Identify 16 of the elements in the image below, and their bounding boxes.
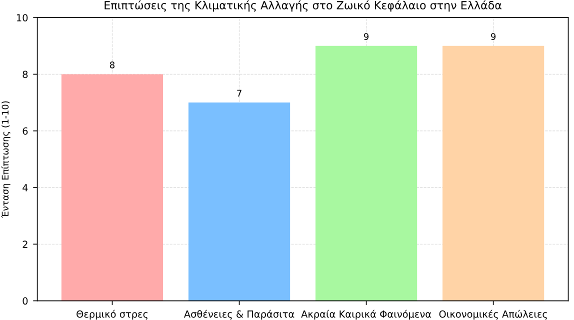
y-tick-label: 4	[22, 184, 28, 192]
y-axis-title: Ένταση Επίπτωσης (1-10)	[1, 101, 10, 218]
chart-title: Επιπτώσεις της Κλιματικής Αλλαγής στο Ζωικό Κεφάλαιο στην Ελλάδα	[104, 0, 502, 12]
data-label: 9	[491, 33, 496, 40]
y-tick-label: 10	[16, 14, 28, 22]
x-tick-label: Ασθένειες & Παράσιτα	[184, 310, 294, 320]
data-label: 9	[364, 33, 369, 40]
x-tick-label: Θερμικό στρες	[76, 310, 148, 320]
x-tick-label: Οικονομικές Απώλειες	[439, 310, 547, 320]
data-label: 8	[110, 61, 115, 68]
data-label: 7	[237, 90, 242, 97]
y-tick-label: 6	[22, 127, 28, 135]
y-tick-label: 8	[22, 70, 28, 78]
x-tick-label: Ακραία Καιρικά Φαινόμενα	[301, 310, 432, 320]
y-tick-label: 2	[22, 240, 28, 248]
y-tick-label: 0	[22, 297, 28, 305]
